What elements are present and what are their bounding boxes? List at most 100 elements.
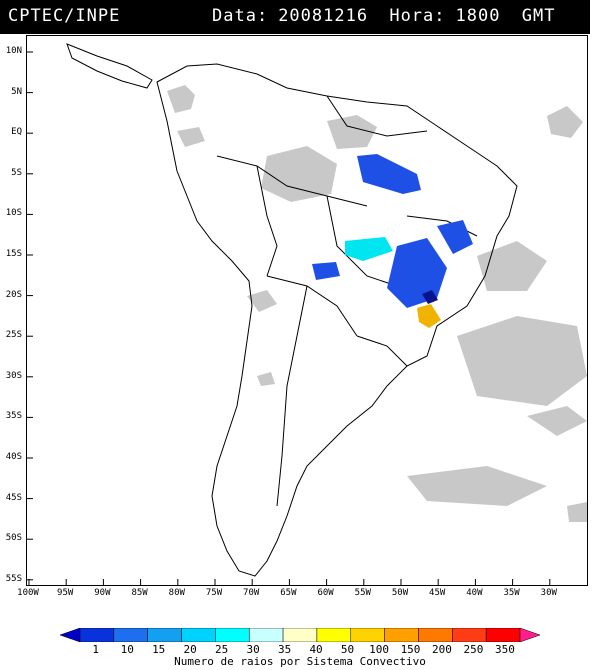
colorbar-label: 10 (120, 643, 134, 656)
hour-value: 1800 (455, 6, 501, 26)
colorbar-segment (485, 628, 521, 642)
colorbar-arrow-left (60, 628, 81, 642)
cloud-patch (567, 502, 587, 522)
colorbar-segment (79, 628, 115, 642)
latitude-label: 25S (5, 330, 22, 341)
colorbar-label: 100 (369, 643, 389, 656)
latitude-label: 45S (5, 492, 22, 503)
datetime-label: Data: 20081216 Hora: 1800 GMT (212, 6, 565, 26)
cloud-patch (167, 85, 195, 113)
colorbar-label: 40 (309, 643, 323, 656)
latitude-label: EQ (11, 127, 22, 138)
storm-cluster-blue (312, 262, 340, 280)
colorbar (60, 628, 540, 642)
colorbar-segment (215, 628, 250, 642)
colorbar-label: 150 (400, 643, 421, 656)
country-border (356, 335, 408, 367)
longitude-label: 40W (466, 588, 483, 598)
longitude-label: 95W (57, 588, 74, 598)
country-border (266, 275, 358, 337)
storm-cluster-navy (422, 290, 438, 304)
colorbar-segment (181, 628, 216, 642)
colorbar-arrow-right (519, 628, 540, 642)
cloud-patch (327, 115, 377, 149)
central-america-coast (66, 43, 153, 89)
colorbar-label: 25 (215, 643, 229, 656)
latitude-label: 10N (5, 46, 22, 56)
colorbar-segment (316, 628, 352, 642)
colorbar-segment (384, 628, 419, 642)
colorbar-segment (418, 628, 453, 642)
colorbar-label: 20 (183, 643, 197, 656)
country-border (276, 285, 308, 507)
colorbar-label: 50 (340, 643, 355, 656)
longitude-label: 60W (317, 588, 334, 598)
latitude-label: 15S (5, 249, 22, 259)
latitude-label: 10S (5, 208, 22, 219)
longitude-label: 50W (391, 588, 409, 598)
date-value: 20081216 (278, 6, 369, 26)
colorbar-label: 350 (495, 643, 515, 656)
colorbar-label: 15 (152, 643, 166, 656)
colorbar-label: 30 (246, 643, 260, 656)
colorbar-label: 1 (92, 643, 100, 656)
storm-cluster-cyan (345, 237, 393, 261)
cloud-patch (407, 466, 547, 506)
date-label: Data: (212, 6, 269, 26)
colorbar-label: 35 (277, 643, 292, 656)
latitude-label: 35S (5, 411, 22, 422)
longitude-label: 80W (168, 588, 185, 598)
hour-label: Hora: (389, 6, 446, 26)
storm-cluster-blue (437, 220, 473, 254)
agency-label: CPTEC/INPE (8, 6, 121, 26)
cloud-patch (177, 127, 205, 147)
cloud-patch (477, 241, 547, 291)
longitude-label: 65W (280, 588, 297, 598)
longitude-label: 30W (540, 588, 557, 598)
south-america-coast (156, 63, 518, 577)
latitude-label: 50S (5, 533, 22, 544)
country-border (326, 195, 398, 287)
latitude-label: 30S (5, 370, 22, 381)
cloud-patch (527, 406, 587, 436)
colorbar-label: 200 (432, 643, 452, 656)
legend-title: Numero de raios por Sistema Convectivo (174, 655, 426, 668)
timezone-label: GMT (521, 6, 556, 26)
colorbar-label: 250 (463, 643, 484, 656)
colorbar-segment (350, 628, 385, 642)
longitude-label: 35W (503, 588, 520, 598)
map-canvas (27, 43, 587, 585)
longitude-label: 85W (131, 588, 148, 598)
convective-systems (312, 154, 473, 328)
cloud-patch (457, 316, 587, 406)
map-panel (26, 35, 588, 586)
longitude-label: 70W (243, 588, 260, 598)
longitude-label: 100W (17, 588, 39, 598)
latitude-label: 20S (5, 289, 22, 300)
colorbar-segment (113, 628, 148, 642)
longitude-label: 90W (94, 588, 111, 598)
colorbar-segment (147, 628, 182, 642)
colorbar-segment (452, 628, 487, 642)
cloud-cover (167, 85, 587, 522)
colorbar-segment (282, 628, 318, 642)
storm-cluster-orange (417, 304, 441, 328)
country-border (216, 155, 368, 207)
cloud-patch (547, 106, 583, 138)
latitude-label: 55S (5, 573, 22, 584)
title-bar: CPTEC/INPE Data: 20081216 Hora: 1800 GMT (0, 0, 590, 34)
latitude-label: 5S (11, 167, 22, 178)
country-border (326, 95, 428, 137)
country-border (256, 165, 278, 277)
grid-ticks (27, 51, 551, 585)
cloud-patch (261, 146, 337, 202)
latitude-label: 40S (5, 452, 22, 462)
colorbar-segment (248, 628, 284, 642)
storm-cluster-blue (357, 154, 421, 194)
storm-cluster-blue (387, 238, 447, 308)
cloud-patch (247, 290, 277, 312)
longitude-label: 55W (354, 588, 371, 598)
longitude-label: 75W (205, 588, 223, 598)
latitude-label: 5N (11, 86, 22, 97)
longitude-label: 45W (429, 588, 446, 598)
